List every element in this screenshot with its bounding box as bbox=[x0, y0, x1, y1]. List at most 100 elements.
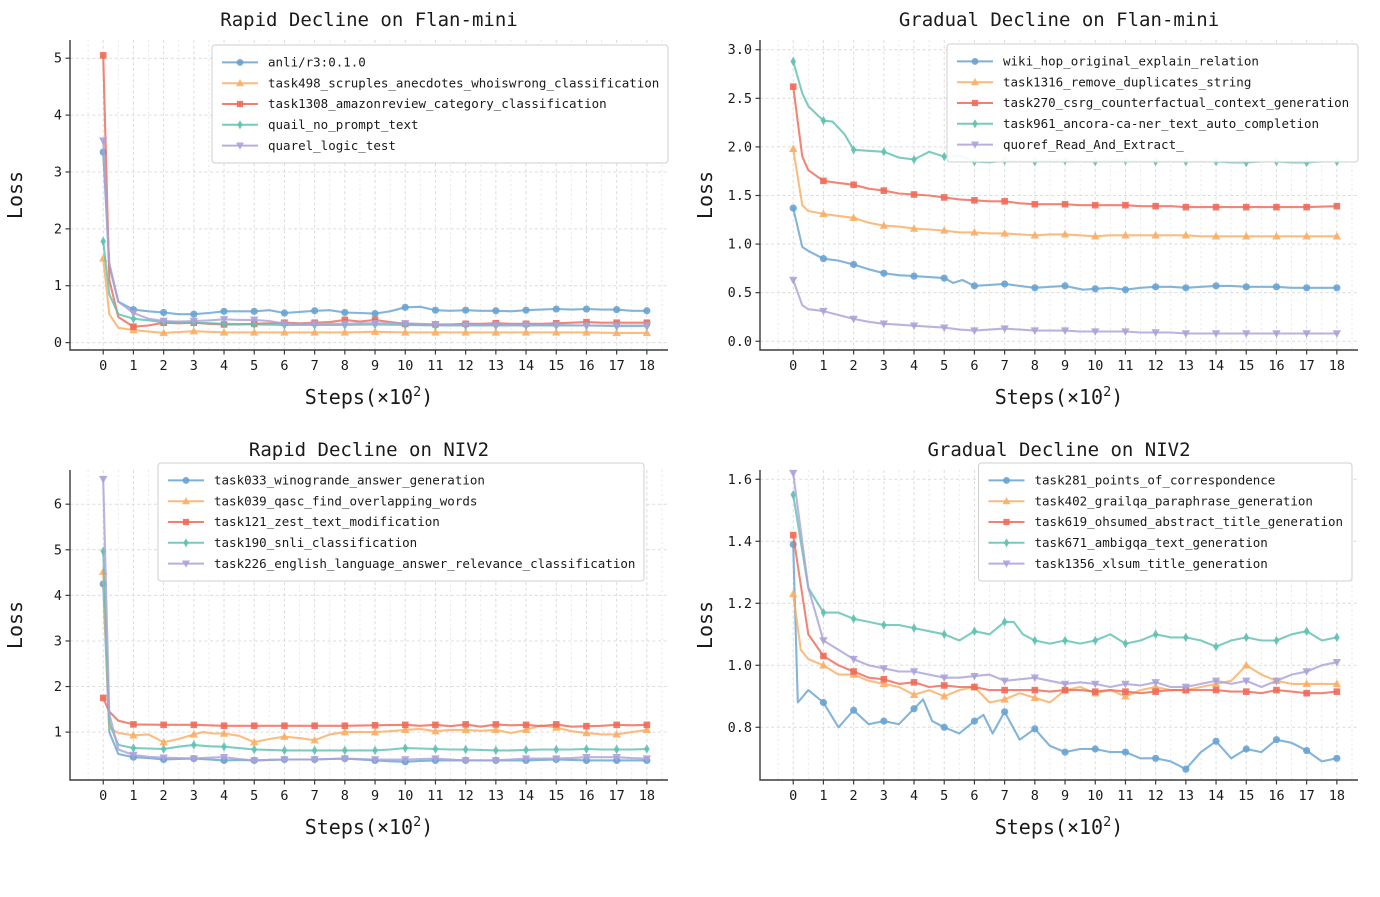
triangle-up-marker-icon bbox=[909, 224, 919, 232]
triangle-down-marker-icon bbox=[1121, 680, 1130, 689]
thin-diamond-marker-icon bbox=[553, 744, 560, 755]
y-tick-label: 2 bbox=[54, 679, 62, 695]
triangle-down-marker-icon bbox=[642, 755, 652, 763]
legend-label: task039_qasc_find_overlapping_words bbox=[214, 493, 477, 508]
x-tick-label: 0 bbox=[789, 788, 797, 804]
x-tick-label: 1 bbox=[129, 788, 137, 804]
square-marker-icon bbox=[1273, 203, 1280, 211]
triangle-up-marker-icon bbox=[1302, 679, 1311, 688]
square-marker-icon bbox=[643, 721, 651, 729]
triangle-up-marker-icon bbox=[879, 221, 889, 229]
triangle-down-marker-icon bbox=[552, 755, 561, 763]
circle-marker-icon bbox=[1091, 285, 1099, 293]
thin-diamond-marker-icon bbox=[820, 607, 827, 618]
square-marker-icon bbox=[1001, 686, 1008, 694]
x-tick-label: 11 bbox=[1117, 358, 1133, 374]
triangle-up-marker-icon bbox=[340, 727, 350, 736]
y-tick-label: 1.0 bbox=[728, 658, 752, 674]
x-tick-label: 0 bbox=[99, 358, 107, 374]
square-marker-icon bbox=[281, 722, 288, 730]
x-tick-label: 3 bbox=[880, 358, 888, 374]
triangle-up-marker-icon bbox=[310, 735, 319, 744]
x-axis-label: Steps(×102) bbox=[995, 814, 1124, 839]
x-tick-label: 8 bbox=[341, 358, 349, 374]
y-tick-label: 1.6 bbox=[728, 472, 752, 488]
triangle-up-marker-icon bbox=[280, 327, 289, 336]
circle-marker-icon bbox=[880, 717, 888, 725]
thin-diamond-marker-icon bbox=[100, 546, 107, 556]
triangle-up-marker-icon bbox=[340, 327, 350, 336]
series-line-quoref-read-and-extract- bbox=[792, 278, 1338, 335]
y-tick-label: 2.5 bbox=[728, 91, 752, 107]
square-marker-icon bbox=[99, 694, 107, 702]
legend-label: quarel_logic_test bbox=[268, 138, 396, 153]
triangle-down-marker-icon bbox=[431, 321, 440, 329]
triangle-up-marker-icon bbox=[612, 328, 621, 337]
thin-diamond-marker-icon bbox=[850, 614, 857, 624]
thin-diamond-marker-icon bbox=[820, 115, 827, 126]
series-line-task270-csrg-counterfactual-context-generation bbox=[792, 85, 1338, 209]
thin-diamond-marker-icon bbox=[613, 744, 620, 755]
rapid-niv2-plot: 0 1 2 3 4 5 6 7 8 9 10 11 12 13 14 15 16 17 18123456task03… bbox=[3, 439, 668, 839]
triangle-down-marker-icon bbox=[909, 668, 919, 676]
triangle-down-marker-icon bbox=[940, 674, 949, 683]
axes: 0 1 2 3 4 5 6 7 8 9 10 11 12 13 14 15 16 17 180.00.51.01.5… bbox=[728, 40, 1358, 374]
triangle-up-marker-icon bbox=[1030, 230, 1040, 239]
triangle-up-marker-icon bbox=[1332, 231, 1342, 240]
x-tick-label: 1 bbox=[819, 788, 827, 804]
triangle-up-marker-icon bbox=[819, 209, 828, 218]
thin-diamond-marker-icon bbox=[972, 119, 978, 129]
square-marker-icon bbox=[850, 668, 857, 675]
circle-marker-icon bbox=[250, 307, 258, 315]
triangle-down-marker-icon bbox=[1060, 680, 1070, 689]
x-tick-label: 9 bbox=[1061, 788, 1069, 804]
y-tick-label: 0.8 bbox=[728, 720, 752, 736]
thin-diamond-marker-icon bbox=[221, 319, 227, 329]
y-tick-label: 0.5 bbox=[728, 285, 752, 301]
x-tick-label: 13 bbox=[488, 358, 504, 374]
thin-diamond-marker-icon bbox=[850, 145, 857, 155]
square-marker-icon bbox=[130, 323, 137, 330]
x-tick-label: 4 bbox=[220, 788, 228, 804]
triangle-down-marker-icon bbox=[219, 754, 229, 762]
x-tick-label: 6 bbox=[280, 788, 288, 804]
series-line-wiki-hop-original-explain-relation bbox=[792, 207, 1338, 291]
triangle-down-marker-icon bbox=[612, 322, 621, 330]
circle-marker-icon bbox=[431, 306, 440, 314]
circle-marker-icon bbox=[1152, 754, 1160, 762]
triangle-up-marker-icon bbox=[370, 727, 380, 736]
legend-label: quoref_Read_And_Extract_ bbox=[1003, 137, 1184, 152]
triangle-up-marker-icon bbox=[1242, 660, 1251, 669]
square-marker-icon bbox=[552, 721, 560, 728]
circle-marker-icon bbox=[1212, 282, 1220, 290]
triangle-up-marker-icon bbox=[236, 79, 244, 87]
triangle-down-marker-icon bbox=[159, 317, 168, 326]
triangle-down-marker-icon bbox=[1000, 325, 1009, 334]
circle-marker-icon bbox=[850, 706, 858, 714]
x-tick-label: 18 bbox=[639, 788, 655, 804]
x-tick-label: 8 bbox=[1031, 358, 1039, 374]
square-marker-icon bbox=[940, 682, 948, 689]
triangle-up-marker-icon bbox=[461, 725, 470, 734]
series-group bbox=[99, 52, 652, 337]
square-marker-icon bbox=[1003, 518, 1010, 526]
square-marker-icon bbox=[462, 721, 469, 728]
thin-diamond-marker-icon bbox=[1062, 635, 1068, 646]
thin-diamond-marker-icon bbox=[462, 744, 469, 755]
triangle-down-marker-icon bbox=[1091, 328, 1100, 336]
triangle-up-marker-icon bbox=[909, 690, 919, 698]
series-line-task281-points-of-correspondence bbox=[792, 543, 1338, 771]
x-tick-label: 1 bbox=[129, 358, 137, 374]
circle-marker-icon bbox=[236, 58, 244, 66]
circle-marker-icon bbox=[789, 204, 797, 212]
x-tick-label: 14 bbox=[1208, 788, 1224, 804]
x-tick-label: 9 bbox=[1061, 358, 1069, 374]
triangle-down-marker-icon bbox=[340, 320, 350, 329]
triangle-up-marker-icon bbox=[182, 497, 190, 505]
circle-marker-icon bbox=[1272, 736, 1281, 744]
x-tick-label: 14 bbox=[518, 788, 534, 804]
